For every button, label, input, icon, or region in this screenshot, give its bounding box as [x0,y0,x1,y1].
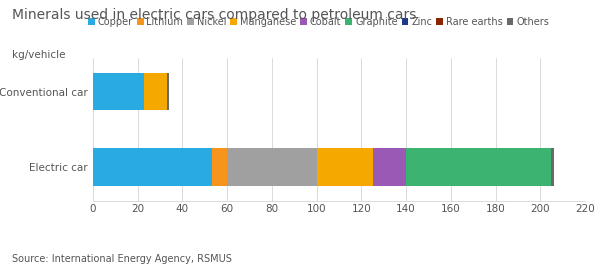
Bar [551,148,554,186]
Bar [373,148,406,186]
Bar [317,148,373,186]
Bar [212,148,227,186]
Bar [167,73,169,111]
Text: Source: International Energy Agency, RSMUS: Source: International Energy Agency, RSM… [12,254,232,264]
Legend: Copper, Lithium, Nickel, Manganese, Cobalt, Graphite, Zinc, Rare earths, Others: Copper, Lithium, Nickel, Manganese, Coba… [88,17,549,27]
Bar [93,73,145,111]
Bar [93,148,212,186]
Bar [227,148,317,186]
Text: Minerals used in electric cars compared to petroleum cars: Minerals used in electric cars compared … [12,8,416,22]
Bar [406,148,551,186]
Bar [145,73,167,111]
Text: kg/vehicle: kg/vehicle [12,50,65,60]
